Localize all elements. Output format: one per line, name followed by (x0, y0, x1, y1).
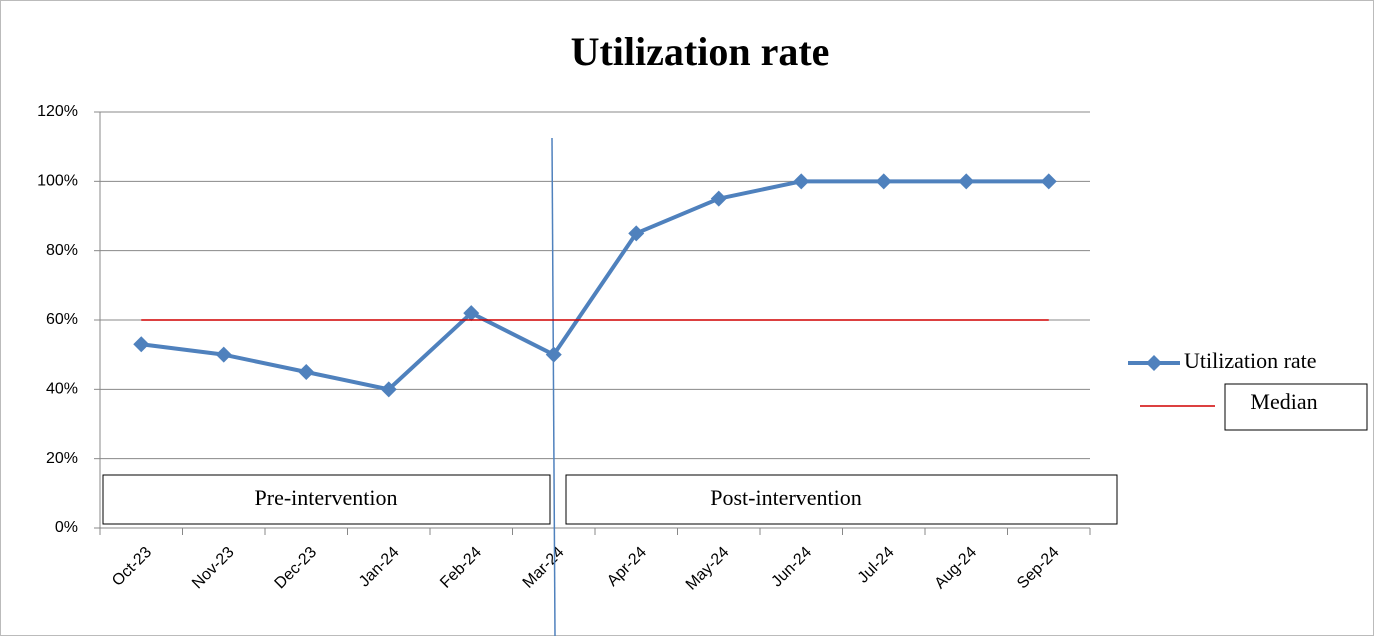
y-tick-label: 60% (46, 311, 78, 328)
y-tick-label: 40% (46, 381, 78, 398)
point-marker (875, 173, 892, 190)
point-marker (793, 173, 810, 190)
legend-box (1224, 383, 1368, 431)
point-marker (133, 336, 150, 353)
y-tick-label: 120% (37, 103, 78, 120)
y-tick-label: 20% (46, 450, 78, 467)
point-marker (628, 225, 645, 242)
marks (133, 173, 1057, 398)
legend-marker (1146, 355, 1162, 371)
y-tick-label: 100% (37, 173, 78, 190)
intervention-line (551, 137, 556, 636)
legend-label: Median (1250, 389, 1317, 414)
chart-title: Utilization rate (571, 29, 830, 74)
y-tick-label: 0% (55, 519, 78, 536)
legend: Utilization rate Median (1128, 348, 1368, 431)
y-tick-label: 80% (46, 242, 78, 259)
annotation-box (102, 474, 551, 525)
annotation: Post-intervention (710, 485, 862, 510)
point-marker (545, 346, 562, 363)
series-line (140, 179, 1049, 392)
annotation-box (565, 474, 1118, 525)
point-marker (463, 305, 480, 322)
point-marker (958, 173, 975, 190)
point-marker (710, 190, 727, 207)
point-marker (380, 381, 397, 398)
annotation: Pre-intervention (255, 485, 398, 510)
point-marker (1040, 173, 1057, 190)
point-marker (215, 346, 232, 363)
point-marker (298, 364, 315, 380)
legend-label: Utilization rate (1184, 348, 1317, 373)
